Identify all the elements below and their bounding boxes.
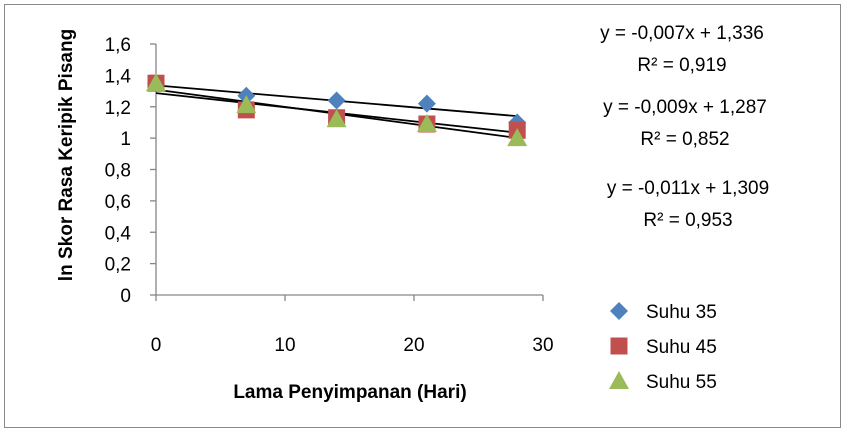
- legend-marker: [609, 371, 629, 389]
- y-tick-label: 0,8: [105, 161, 131, 182]
- data-point: [507, 128, 528, 147]
- trendline-equation: y = -0,011x + 1,309: [607, 178, 769, 199]
- legend-label: Suhu 35: [646, 302, 717, 323]
- y-tick-label: 1: [120, 129, 131, 150]
- data-point: [416, 114, 437, 133]
- legend: Suhu 35 Suhu 45 Suhu 55: [609, 302, 717, 393]
- y-tick-label: 0,6: [105, 192, 131, 213]
- legend-label: Suhu 55: [646, 372, 717, 393]
- axes: 0 0,2 0,4 0,6 0,8 1 1,2 1,4 1,6 0 10 20 30: [105, 35, 554, 356]
- y-tick-label: 0: [120, 286, 131, 307]
- chart-svg: 0 0,2 0,4 0,6 0,8 1 1,2 1,4 1,6 0 10 20 30 y = -0,00…: [56, 23, 769, 403]
- data-point: [146, 73, 166, 92]
- trendline-equation: y = -0,009x + 1,287: [603, 97, 767, 118]
- data-point: [417, 94, 436, 113]
- legend-marker: [610, 337, 628, 355]
- trendline-equation: y = -0,007x + 1,336: [600, 23, 764, 44]
- trendline-r2: R² = 0,953: [643, 210, 732, 231]
- y-tick-label: 0,4: [105, 223, 132, 244]
- x-axis-title: Lama Penyimpanan (Hari): [233, 382, 466, 403]
- y-tick-label: 1,4: [105, 66, 132, 87]
- data-markers: [146, 73, 528, 147]
- data-point: [326, 109, 347, 128]
- legend-marker: [610, 302, 628, 320]
- trendline-equations: y = -0,007x + 1,336 R² = 0,919 y = -0,009x…: [600, 23, 769, 231]
- y-tick-label: 1,6: [105, 35, 131, 56]
- chart-frame: 0 0,2 0,4 0,6 0,8 1 1,2 1,4 1,6 0 10 20 30 y = -0,00…: [4, 4, 841, 428]
- legend-label: Suhu 45: [646, 337, 717, 358]
- x-tick-label: 20: [403, 335, 424, 356]
- data-point: [236, 95, 257, 114]
- x-tick-label: 30: [532, 335, 553, 356]
- x-tick-label: 10: [274, 335, 295, 356]
- trendline-r2: R² = 0,852: [640, 129, 729, 150]
- y-axis-title: ln Skor Rasa Keripik Pisang: [56, 29, 77, 281]
- data-point: [327, 91, 346, 110]
- y-tick-label: 0,2: [105, 255, 131, 276]
- x-tick-label: 0: [151, 335, 162, 356]
- trendline-r2: R² = 0,919: [637, 55, 726, 76]
- y-tick-label: 1,2: [105, 98, 131, 119]
